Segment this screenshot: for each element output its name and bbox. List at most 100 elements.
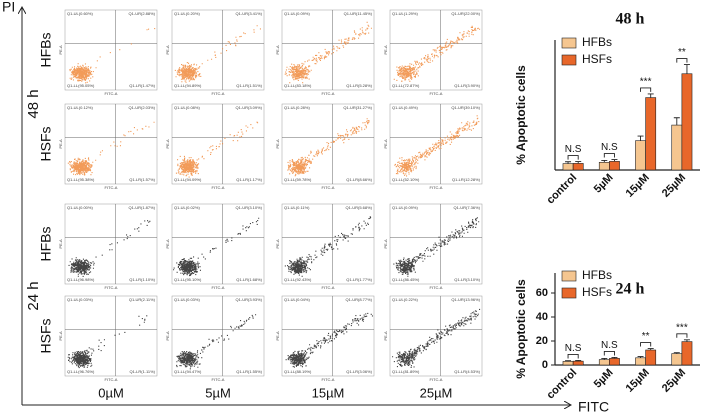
plot-x-label: FITC-A (212, 185, 225, 190)
quadrant-label: Q1-UL(0.28%) (284, 105, 310, 110)
quadrant-label: Q1-UL(0.60%) (67, 11, 93, 16)
quadrant-label: Q1-LL(94.47%) (174, 369, 202, 374)
dot-cloud (175, 121, 259, 178)
plot-y-label: PE-A (275, 331, 280, 341)
quadrant-label: Q1-LR(12.28%) (452, 177, 481, 182)
quadrant-label: Q1-LR(1.57%) (129, 177, 155, 182)
row-label: HFBs (38, 33, 54, 68)
plot-y-label: PE-A (275, 239, 280, 249)
quadrant-label: Q1-UR(2.88%) (129, 11, 156, 16)
plot-y-label: PE-A (275, 45, 280, 55)
x-tick-label: 15µM (624, 172, 652, 200)
dot-cloud (174, 25, 261, 83)
bar (572, 360, 584, 366)
bar (681, 73, 693, 171)
quadrant-label: Q1-LR(1.77%) (346, 277, 372, 282)
quadrant-label: Q1-LL(81.89%) (392, 369, 420, 374)
quadrant-label: Q1-UL(0.04%) (284, 297, 310, 302)
quadrant-label: Q1-LR(5.28%) (346, 83, 372, 88)
significance-bracket (676, 333, 688, 338)
legend-label: HSFs (582, 285, 612, 299)
error-bar (575, 359, 582, 362)
significance-label: N.S (565, 343, 582, 354)
quadrant-label: Q1-LR(1.51%) (236, 83, 262, 88)
dot-cloud (67, 121, 155, 176)
dot-cloud (176, 314, 257, 370)
quadrant-label: Q1-UL(0.09%) (284, 11, 310, 16)
plot-y-label: PE-A (165, 239, 170, 249)
bar (671, 353, 683, 366)
plot-y-label: PE-A (383, 331, 388, 341)
y-tick-label: 0 (542, 359, 548, 371)
dot-cloud (392, 308, 481, 368)
chart-title: 48 h (616, 11, 645, 28)
x-tick-label: control (544, 172, 579, 207)
quadrant-label: Q1-UL(0.00%) (67, 205, 93, 210)
plot-frame (281, 203, 375, 285)
quadrant-label: Q1-LL(95.10%) (174, 277, 202, 282)
plot-frame (171, 103, 265, 185)
plot-frame (64, 295, 158, 377)
legend-swatch (561, 270, 577, 282)
quadrant-label: Q1-UL(0.20%) (174, 11, 200, 16)
quadrant-label: Q1-LL(96.98%) (67, 277, 95, 282)
plot-x-label: FITC-A (105, 91, 118, 96)
significance-bracket (640, 87, 652, 92)
bar (609, 161, 620, 171)
error-bar (611, 159, 618, 162)
bar (562, 163, 574, 171)
dot-cloud (284, 216, 372, 277)
quadrant-label: Q1-LL(86.45%) (392, 277, 420, 282)
plot-y-label: PE-A (383, 45, 388, 55)
quadrant-label: Q1-LL(92.43%) (284, 277, 312, 282)
legend-label: HSFs (582, 52, 612, 66)
bar (572, 163, 584, 171)
bar (598, 162, 610, 171)
quadrant-label: Q1-LL(95.38%) (67, 177, 95, 182)
significance-bracket (603, 350, 615, 356)
plot-x-label: FITC-A (322, 185, 335, 190)
plot-x-label: FITC-A (212, 285, 225, 290)
error-bar (673, 352, 680, 354)
bar (635, 140, 646, 171)
plot-y-label: PE-A (58, 239, 63, 249)
quadrant-label: Q1-UL(0.02%) (174, 205, 200, 210)
x-tick-label: control (544, 367, 579, 402)
plot-frame (64, 203, 158, 285)
y-tick-label: 40 (536, 311, 548, 323)
plot-frame (389, 9, 483, 91)
quadrant-label: Q1-LL(94.89%) (174, 83, 202, 88)
error-bar (601, 160, 608, 163)
significance-label: *** (676, 322, 688, 333)
plot-x-label: FITC-A (322, 377, 335, 382)
quadrant-label: Q1-LR(4.53%) (454, 369, 480, 374)
significance-bracket (567, 155, 579, 160)
dot-cloud (393, 25, 481, 82)
quadrant-label: Q1-UL(0.09%) (392, 205, 418, 210)
quadrant-label: Q1-LR(8.66%) (346, 177, 372, 182)
dot-cloud (173, 217, 260, 277)
bar (645, 349, 657, 366)
dot-cloud (69, 28, 156, 84)
quadrant-label: Q1-UR(22.00%) (451, 11, 480, 16)
quadrant-label: Q1-UL(0.03%) (174, 297, 200, 302)
column-label: 5µM (205, 385, 231, 400)
x-axis-label: FITC (578, 399, 609, 415)
quadrant-label: Q1-UR(3.41%) (236, 11, 263, 16)
dot-cloud (284, 21, 372, 84)
error-bar (683, 64, 690, 74)
quadrant-label: Q1-LR(1.11%) (130, 369, 156, 374)
plot-y-label: PE-A (58, 139, 63, 149)
plot-x-label: FITC-A (322, 285, 335, 290)
quadrant-label: Q1-LL(95.05%) (67, 83, 95, 88)
plot-frame (171, 203, 265, 285)
error-bar (601, 357, 608, 360)
column-label: 0µM (98, 385, 124, 400)
error-bar (611, 356, 618, 359)
error-bar (637, 135, 644, 141)
quadrant-label: Q1-LL(94.09%) (174, 177, 202, 182)
significance-label: N.S (601, 142, 618, 153)
dot-cloud (68, 220, 151, 277)
quadrant-label: Q1-LR(3.10%) (454, 277, 480, 282)
